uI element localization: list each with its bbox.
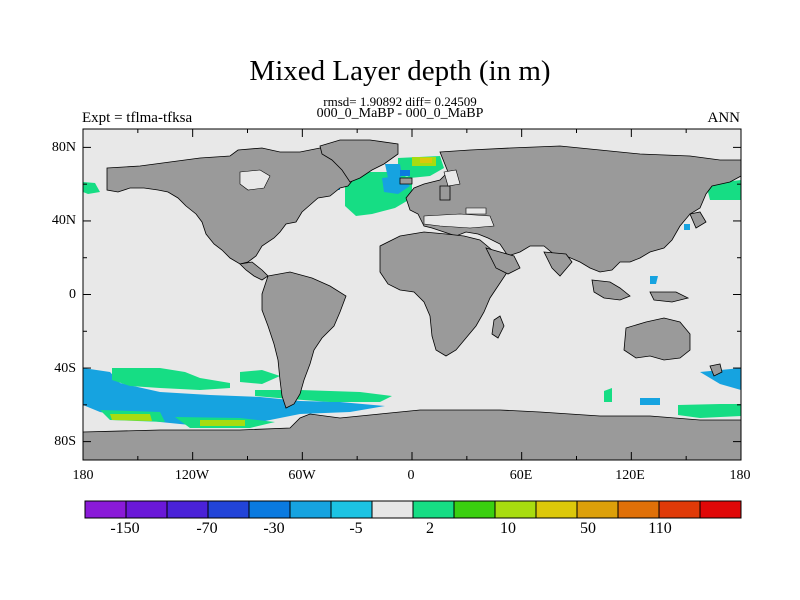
land-britain: [439, 185, 451, 201]
colorbar-label: -5: [349, 520, 363, 537]
lon-tick-label: 60W: [288, 468, 316, 483]
experiment-label: Expt = tflma-tfksa: [82, 110, 193, 126]
colorbar-box: [330, 500, 373, 519]
anomaly-south-pacific-yellow: [110, 414, 152, 421]
colorbar-box: [166, 500, 209, 519]
land-europe-asia: [405, 145, 741, 273]
anomaly-south-pacific-yellow2: [200, 420, 245, 426]
colorbar-label: 110: [648, 520, 672, 537]
axis-ticks: [82, 129, 742, 460]
anomaly-east-asia-cyan: [684, 224, 690, 230]
anomaly-sw-pacific-green: [678, 404, 741, 418]
colorbar-label: 2: [426, 520, 434, 537]
anomaly-tropic-cyan: [650, 276, 658, 284]
land-north-america: [106, 147, 373, 265]
colorbar-box: [576, 500, 619, 519]
colorbar: [84, 500, 742, 519]
land-iceland: [399, 177, 413, 185]
colorbar-box: [125, 500, 168, 519]
colorbar-box: [658, 500, 701, 519]
lon-tick-label: 120E: [615, 468, 645, 483]
colorbar-label: -150: [110, 520, 140, 537]
lon-tick-label: 180: [72, 468, 94, 483]
colorbar-box: [248, 500, 291, 519]
lat-tick-label: 40N: [51, 213, 76, 228]
colorbar-label: -70: [196, 520, 218, 537]
anomaly-indian-cyan: [640, 398, 660, 405]
colorbar-box: [453, 500, 496, 519]
stats-line: rmsd= 1.90892 diff= 0.24509: [323, 94, 477, 109]
lat-tick-label: 40S: [54, 361, 76, 376]
inland-waters: [239, 169, 495, 229]
colorbar-box: [207, 500, 250, 519]
colorbar-box: [371, 500, 414, 519]
comparison-line: 000_0_MaBP - 000_0_MaBP: [316, 106, 484, 121]
colorbar-label: -30: [263, 520, 285, 537]
chart-title: Mixed Layer depth (in m): [249, 55, 551, 87]
land-arabia: [485, 247, 521, 275]
colorbar-box: [617, 500, 660, 519]
colorbar-box: [699, 500, 742, 519]
colorbar-box: [412, 500, 455, 519]
land-greenland: [319, 139, 399, 183]
land-japan: [689, 211, 707, 229]
anomaly-indian-green: [604, 388, 612, 402]
anomaly-north-pacific-green: [83, 182, 100, 194]
anomaly-south-pacific: [83, 368, 385, 426]
anomaly-barents-orange: [420, 158, 432, 163]
lat-tick-label: 80S: [54, 434, 76, 449]
anomaly-nordic-blue: [400, 170, 410, 176]
colorbar-label: 50: [580, 520, 596, 537]
lon-tick-label: 60E: [509, 468, 533, 483]
land-new-guinea: [649, 291, 690, 303]
colorbar-box: [494, 500, 537, 519]
land-india: [543, 251, 573, 277]
colorbar-box: [535, 500, 578, 519]
land-south-america: [261, 271, 347, 409]
land-africa: [379, 231, 509, 357]
anomaly-sw-pacific-cyan: [700, 368, 741, 390]
anomaly-nordic-cyan: [385, 164, 402, 178]
hudson-bay: [239, 169, 271, 191]
lon-tick-label: 180: [729, 468, 751, 483]
colorbar-box: [84, 500, 127, 519]
lon-tick-label: 0: [407, 468, 415, 483]
land-central-america: [239, 261, 269, 281]
land-masses: [83, 139, 741, 460]
black-caspian: [465, 207, 487, 215]
anomaly-south-pacific-green: [112, 368, 230, 390]
colorbar-label: 10: [500, 520, 516, 537]
land-new-zealand: [709, 363, 723, 377]
anomaly-south-pacific-green2: [240, 370, 280, 384]
land-indonesia: [591, 279, 631, 301]
lon-tick-label: 120W: [174, 468, 210, 483]
colorbar-box: [289, 500, 332, 519]
lat-tick-label: 80N: [51, 140, 76, 155]
season-label: ANN: [707, 110, 741, 126]
land-antarctica: [83, 409, 741, 460]
land-australia: [623, 317, 691, 361]
mediterranean: [423, 213, 495, 229]
land-madagascar: [491, 315, 505, 339]
baltic: [443, 169, 461, 187]
lat-tick-label: 0: [69, 287, 76, 302]
